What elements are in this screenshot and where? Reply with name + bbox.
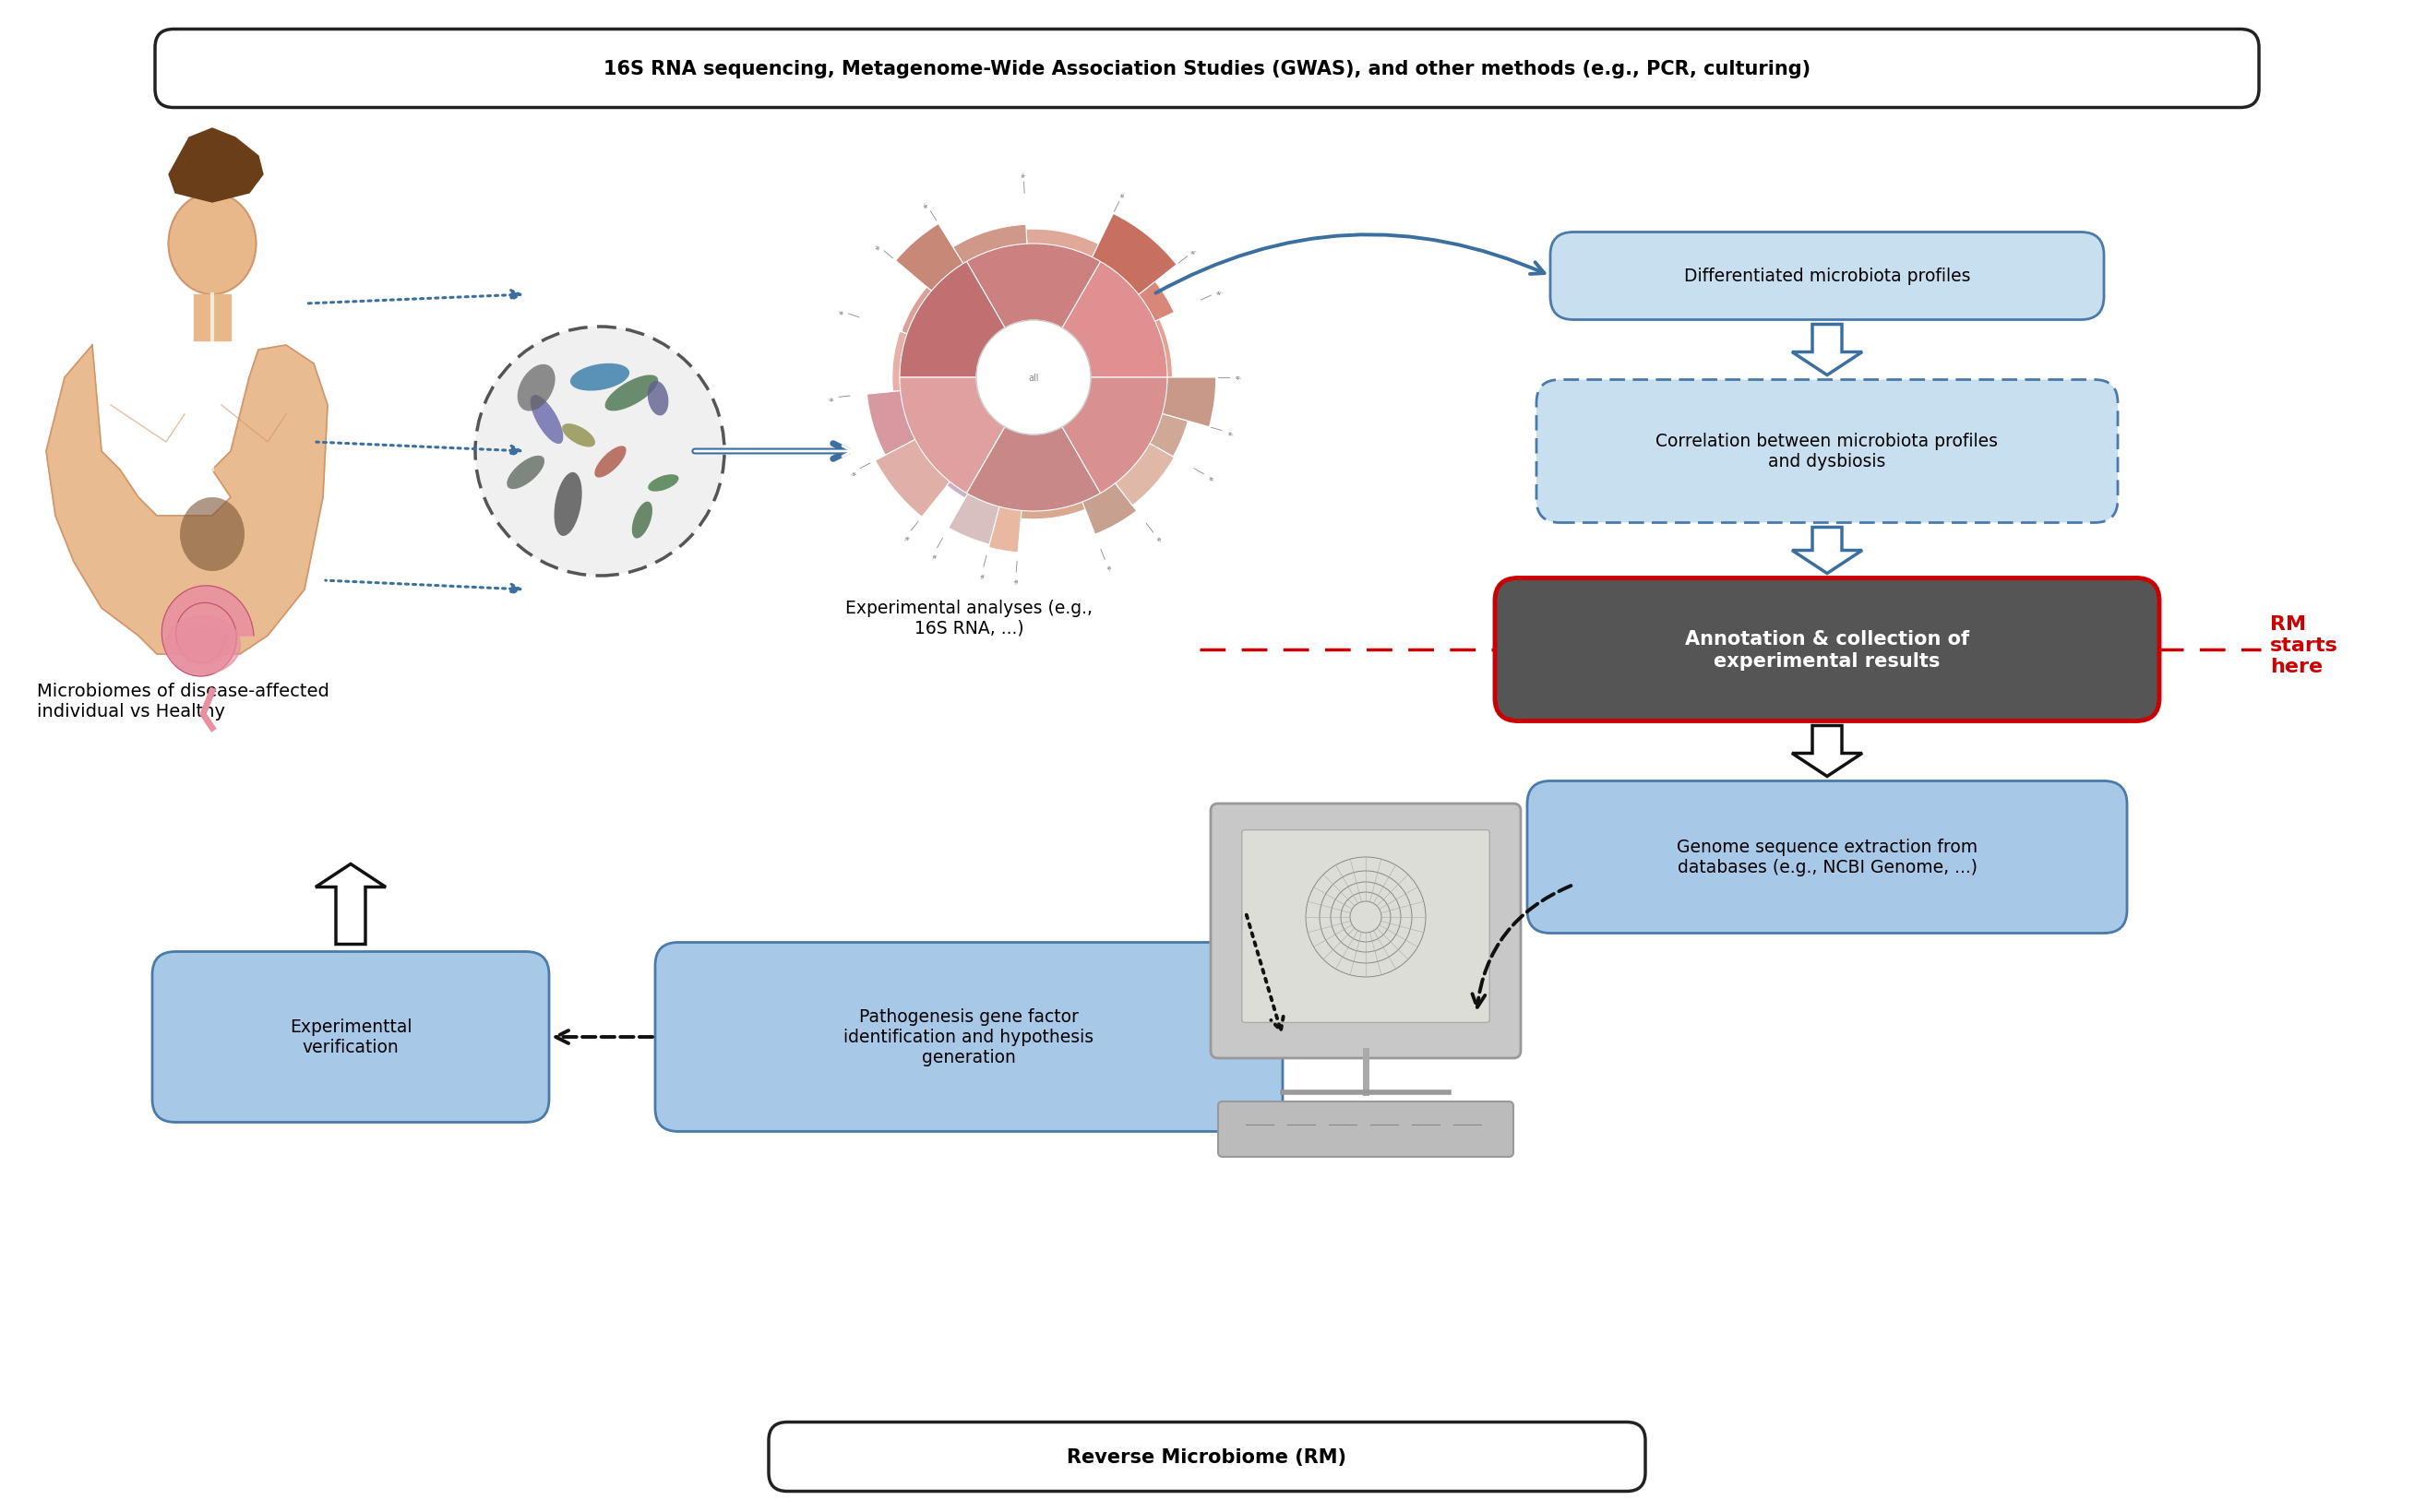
Wedge shape xyxy=(1026,230,1098,262)
Text: Genome sequence extraction from
databases (e.g., NCBI Genome, ...): Genome sequence extraction from database… xyxy=(1678,839,1977,877)
Polygon shape xyxy=(193,295,232,342)
Wedge shape xyxy=(1062,378,1168,494)
Circle shape xyxy=(476,327,724,576)
Wedge shape xyxy=(990,503,1021,553)
Text: sp.: sp. xyxy=(1154,537,1164,544)
Text: Reverse vaccinology-supported
bioinformatics analyses: Reverse vaccinology-supported bioinforma… xyxy=(1229,1107,1502,1145)
Polygon shape xyxy=(169,129,263,203)
Text: sp.: sp. xyxy=(1106,564,1110,573)
Text: Correlation between microbiota profiles
and dysbiosis: Correlation between microbiota profiles … xyxy=(1656,432,1999,470)
Wedge shape xyxy=(1021,497,1086,520)
Wedge shape xyxy=(900,378,1004,494)
Text: sp.: sp. xyxy=(847,470,857,476)
Text: sp.: sp. xyxy=(978,572,985,579)
Text: sp.: sp. xyxy=(1236,375,1241,381)
Wedge shape xyxy=(900,287,934,336)
Text: sp.: sp. xyxy=(1207,475,1217,482)
FancyBboxPatch shape xyxy=(154,30,2260,109)
Wedge shape xyxy=(1159,378,1217,428)
Text: sp.: sp. xyxy=(929,552,937,559)
Wedge shape xyxy=(1151,319,1173,378)
Text: Experimental analyses (e.g.,
16S RNA, ...): Experimental analyses (e.g., 16S RNA, ..… xyxy=(845,599,1094,637)
Ellipse shape xyxy=(594,446,625,478)
FancyBboxPatch shape xyxy=(1494,579,2158,721)
FancyArrow shape xyxy=(1791,325,1861,375)
Text: sp.: sp. xyxy=(835,308,842,314)
FancyBboxPatch shape xyxy=(654,942,1282,1131)
Text: sp.: sp. xyxy=(1190,248,1197,256)
Ellipse shape xyxy=(169,194,256,295)
Ellipse shape xyxy=(562,425,596,448)
Wedge shape xyxy=(867,392,920,455)
Polygon shape xyxy=(179,626,227,665)
FancyArrow shape xyxy=(316,865,386,945)
FancyBboxPatch shape xyxy=(1528,782,2127,933)
Wedge shape xyxy=(966,245,1101,328)
Text: sp.: sp. xyxy=(1014,579,1019,585)
Text: Experimenttal
verification: Experimenttal verification xyxy=(290,1018,413,1055)
FancyBboxPatch shape xyxy=(1212,804,1521,1058)
Wedge shape xyxy=(946,479,970,499)
FancyBboxPatch shape xyxy=(1535,381,2117,523)
Circle shape xyxy=(975,321,1091,435)
Text: sp.: sp. xyxy=(1217,289,1224,295)
FancyArrow shape xyxy=(1791,528,1861,575)
FancyArrow shape xyxy=(1791,726,1861,777)
Text: sp.: sp. xyxy=(1021,171,1026,177)
FancyBboxPatch shape xyxy=(768,1423,1646,1491)
Text: 16S RNA sequencing, Metagenome-Wide Association Studies (GWAS), and other method: 16S RNA sequencing, Metagenome-Wide Asso… xyxy=(604,60,1810,79)
FancyBboxPatch shape xyxy=(1241,830,1489,1022)
FancyBboxPatch shape xyxy=(1219,1102,1514,1157)
Text: sp.: sp. xyxy=(1226,431,1234,437)
Text: sp.: sp. xyxy=(903,534,910,541)
Polygon shape xyxy=(167,617,241,674)
Ellipse shape xyxy=(531,396,562,445)
Wedge shape xyxy=(1062,262,1168,378)
Wedge shape xyxy=(876,438,954,517)
Text: sp.: sp. xyxy=(1120,191,1127,198)
Wedge shape xyxy=(949,490,999,544)
Ellipse shape xyxy=(606,375,659,411)
Ellipse shape xyxy=(555,473,582,537)
Text: Annotation & collection of
experimental results: Annotation & collection of experimental … xyxy=(1685,631,1970,670)
Ellipse shape xyxy=(517,364,555,411)
Text: RM
starts
here: RM starts here xyxy=(2269,615,2339,676)
Text: Reverse Microbiome (RM): Reverse Microbiome (RM) xyxy=(1067,1447,1347,1467)
Wedge shape xyxy=(1147,413,1188,457)
Polygon shape xyxy=(162,587,253,677)
Wedge shape xyxy=(893,333,912,392)
Polygon shape xyxy=(46,346,328,655)
Text: Microbiomes of disease-affected
individual vs Healthy: Microbiomes of disease-affected individu… xyxy=(36,682,328,720)
Text: Pathogenesis gene factor
identification and hypothesis
generation: Pathogenesis gene factor identification … xyxy=(845,1009,1094,1066)
Wedge shape xyxy=(1081,481,1137,535)
Wedge shape xyxy=(966,428,1101,511)
Ellipse shape xyxy=(570,364,630,392)
FancyBboxPatch shape xyxy=(152,953,548,1122)
Ellipse shape xyxy=(632,502,652,538)
Text: all: all xyxy=(1028,373,1038,383)
Wedge shape xyxy=(900,262,1004,378)
Text: sp.: sp. xyxy=(874,242,881,249)
Wedge shape xyxy=(954,225,1026,268)
Ellipse shape xyxy=(647,381,669,416)
Wedge shape xyxy=(1135,283,1173,324)
Ellipse shape xyxy=(647,475,678,491)
Wedge shape xyxy=(896,224,966,295)
Text: sp.: sp. xyxy=(826,396,833,401)
Wedge shape xyxy=(1091,215,1176,298)
Ellipse shape xyxy=(507,457,546,490)
Text: Differentiated microbiota profiles: Differentiated microbiota profiles xyxy=(1685,268,1970,286)
Text: sp.: sp. xyxy=(922,200,929,209)
Wedge shape xyxy=(1113,442,1173,507)
Ellipse shape xyxy=(181,497,244,572)
FancyBboxPatch shape xyxy=(1550,233,2105,321)
